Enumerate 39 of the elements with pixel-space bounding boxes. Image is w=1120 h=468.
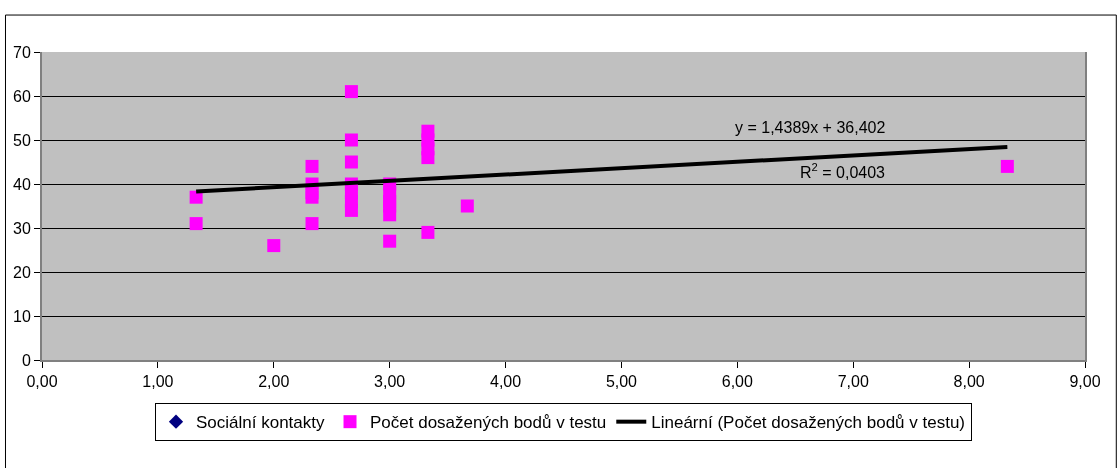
y-tick-label: 0 bbox=[21, 351, 31, 369]
point bbox=[1000, 159, 1014, 173]
point bbox=[421, 151, 435, 165]
point bbox=[383, 234, 397, 248]
y-tick-label: 30 bbox=[13, 219, 31, 237]
point bbox=[305, 217, 319, 231]
x-tick-label: 1,00 bbox=[142, 373, 174, 391]
point bbox=[189, 190, 203, 204]
x-tick-label: 4,00 bbox=[489, 373, 522, 391]
x-tick-label: 9,00 bbox=[1069, 373, 1101, 391]
legend-label: Lineární (Počet dosažených bodů v testu) bbox=[651, 413, 966, 433]
point bbox=[383, 208, 397, 222]
point bbox=[344, 155, 358, 169]
annotation: y = 1,4389x + 36,402 bbox=[735, 119, 886, 136]
x-tick-label: 3,00 bbox=[374, 373, 406, 391]
x-tick-label: 7,00 bbox=[837, 373, 869, 391]
y-tick-label: 20 bbox=[13, 263, 31, 281]
point bbox=[421, 225, 435, 239]
point bbox=[460, 199, 474, 213]
point bbox=[344, 203, 358, 217]
point bbox=[305, 190, 319, 204]
x-tick-label: 8,00 bbox=[953, 373, 985, 391]
x-tick-label: 2,00 bbox=[258, 373, 290, 391]
y-tick-label: 50 bbox=[13, 131, 31, 149]
annotation: R$^{2}$ = 0,0403 bbox=[800, 161, 886, 181]
x-tick-label: 5,00 bbox=[605, 373, 638, 391]
y-tick-label: 60 bbox=[13, 87, 31, 105]
legend-label: Sociální kontakty bbox=[196, 413, 326, 433]
point bbox=[344, 133, 358, 147]
y-tick-label: 40 bbox=[13, 175, 31, 193]
legend-label: Počet dosažených bodů v testu bbox=[370, 413, 607, 433]
point bbox=[267, 239, 281, 253]
point bbox=[189, 217, 203, 231]
y-tick-label: 70 bbox=[13, 43, 31, 61]
x-tick-label: 6,00 bbox=[721, 373, 753, 391]
y-tick-label: 10 bbox=[13, 307, 31, 325]
x-tick-label: 0,00 bbox=[26, 373, 58, 391]
point bbox=[344, 85, 358, 99]
point bbox=[305, 159, 319, 173]
